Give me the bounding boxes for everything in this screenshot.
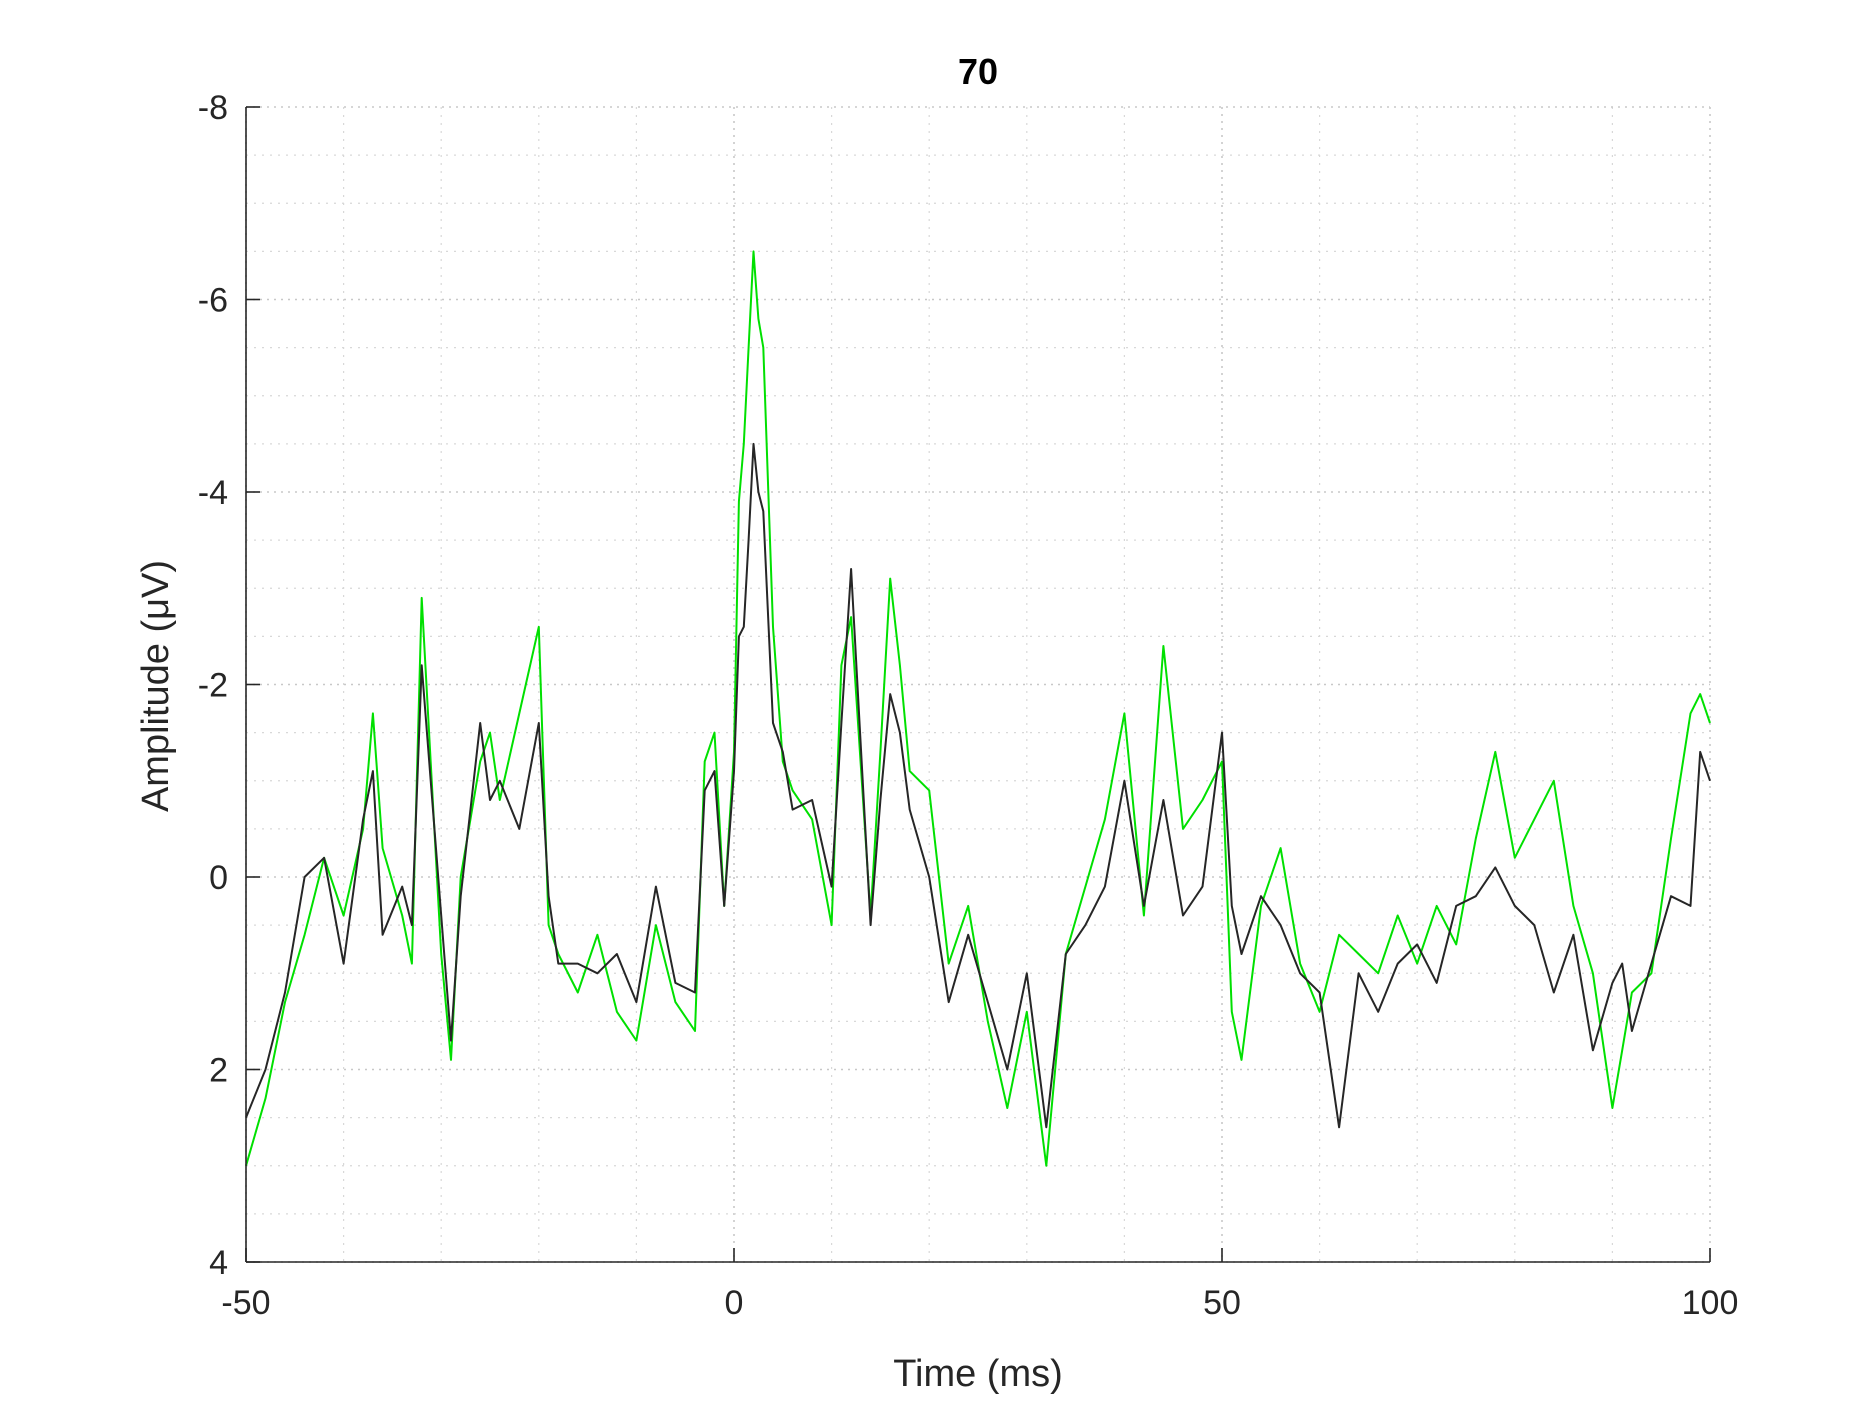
y-tick-label: 2 xyxy=(209,1052,228,1090)
y-tick-label: -6 xyxy=(198,282,228,320)
series-line-2 xyxy=(245,442,1711,1129)
chart-title: 70 xyxy=(958,51,998,92)
axes xyxy=(245,106,1711,1263)
tick-labels: -50 0 50 100 -8 -6 -4 -2 0 2 4 xyxy=(198,89,1739,1322)
y-tick-label: 4 xyxy=(209,1244,228,1282)
y-tick-label: -4 xyxy=(198,474,228,512)
x-tick-label: 0 xyxy=(725,1284,744,1322)
y-tick-label: -8 xyxy=(198,89,228,127)
grid xyxy=(245,106,1711,1263)
x-tick-label: -50 xyxy=(221,1284,270,1322)
x-tick-label: 100 xyxy=(1682,1284,1739,1322)
plot-area xyxy=(245,250,1711,1167)
x-tick-label: 50 xyxy=(1203,1284,1241,1322)
y-axis-label: Amplitude (μV) xyxy=(135,560,177,812)
x-axis-label: Time (ms) xyxy=(893,1353,1063,1395)
y-tick-label: 0 xyxy=(209,859,228,897)
y-tick-label: -2 xyxy=(198,667,228,705)
series-line-1 xyxy=(245,250,1711,1167)
